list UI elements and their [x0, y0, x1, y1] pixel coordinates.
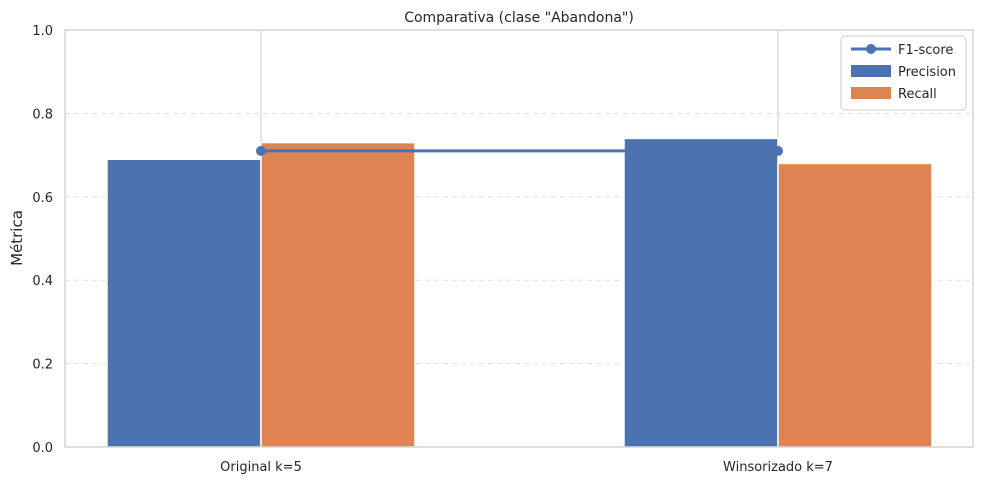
f1-score-point-0: [256, 145, 266, 156]
y-tick-label: 0.6: [32, 191, 53, 206]
x-tick-labels: Original k=5 Winsorizado k=7: [220, 460, 833, 475]
legend-marker-f1-score: [866, 44, 876, 54]
x-tick-label: Winsorizado k=7: [723, 460, 833, 475]
bar-recall-0: [260, 141, 416, 448]
legend-swatch-recall: [851, 87, 891, 99]
y-tick-label: 0.0: [32, 441, 53, 456]
legend-label: Precision: [898, 65, 956, 80]
plot-frame: [64, 29, 974, 448]
chart-title: Comparativa (clase "Abandona"): [404, 10, 634, 26]
y-tick-label: 0.2: [32, 358, 53, 373]
legend: F1-score Precision Recall: [840, 35, 967, 111]
legend-swatch-precision: [851, 65, 891, 77]
legend-label: Recall: [898, 87, 937, 102]
y-tick-labels: 0.0 0.2 0.4 0.6 0.8 1.0: [32, 24, 53, 456]
y-axis-title: Métrica: [8, 210, 26, 266]
f1-line: [256, 145, 783, 156]
x-tick-label: Original k=5: [220, 460, 302, 475]
bar-precision-0: [106, 158, 262, 448]
legend-label: F1-score: [898, 43, 953, 58]
y-tick-label: 0.8: [32, 107, 53, 122]
bars: [106, 137, 933, 448]
y-tick-label: 1.0: [32, 24, 53, 39]
bar-precision-1: [623, 137, 779, 448]
y-tick-label: 0.4: [32, 274, 53, 289]
f1-score-point-1: [773, 145, 783, 156]
bar-recall-1: [777, 162, 933, 448]
